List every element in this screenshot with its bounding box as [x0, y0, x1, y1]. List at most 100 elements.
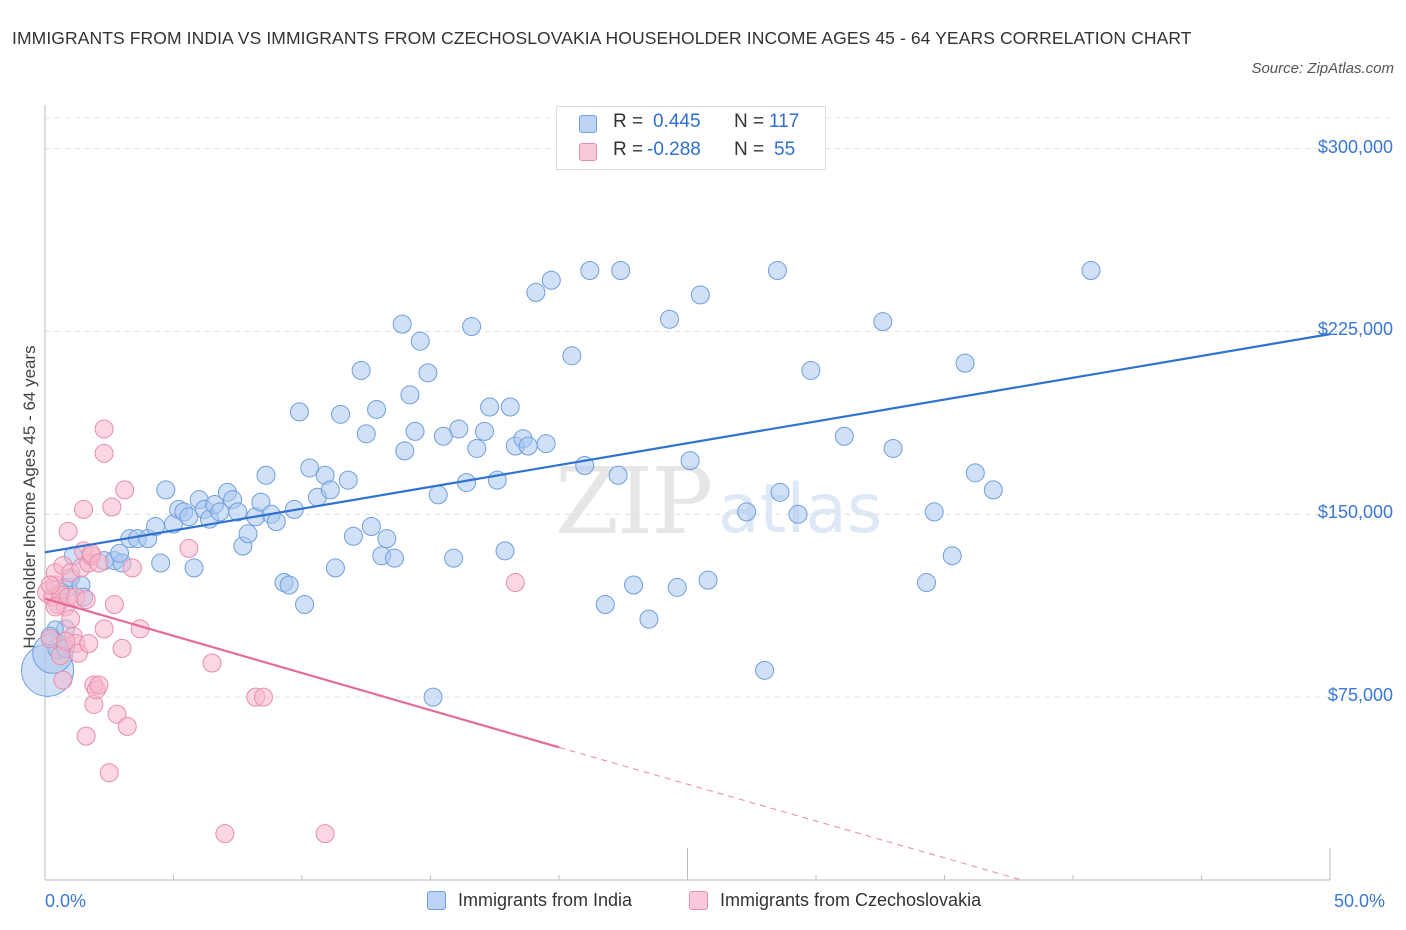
czech-point-51	[40, 575, 60, 595]
india-point-99	[755, 660, 775, 680]
czech-point-36	[104, 594, 124, 614]
india-point-37	[256, 465, 276, 485]
india-point-111	[965, 463, 985, 483]
czech-swatch	[579, 143, 597, 161]
czech-point-9	[53, 670, 73, 690]
india-point-90	[608, 465, 628, 485]
czech-point-41	[122, 558, 142, 578]
india-point-60	[392, 314, 412, 334]
czech-point-39	[115, 480, 135, 500]
india-n-label: N =	[734, 111, 765, 132]
india-point-113	[1081, 260, 1101, 280]
india-point-101	[770, 482, 790, 502]
czech-point-11	[58, 521, 78, 541]
india-point-92	[639, 609, 659, 629]
czech-point-47	[253, 687, 273, 707]
czech-point-49	[505, 573, 525, 593]
czech-r-label: R =	[613, 139, 644, 160]
india-point-70	[449, 419, 469, 439]
india-point-78	[500, 397, 520, 417]
czech-trend-line	[44, 597, 560, 749]
india-point-91	[624, 575, 644, 595]
india-point-68	[433, 426, 453, 446]
india-point-50	[331, 404, 351, 424]
legend-india-swatch	[427, 891, 446, 910]
india-point-32	[228, 502, 248, 522]
india-point-52	[343, 526, 363, 546]
india-point-39	[266, 512, 286, 532]
india-point-44	[295, 594, 315, 614]
india-point-66	[423, 687, 443, 707]
india-point-87	[580, 260, 600, 280]
czech-point-50	[94, 443, 114, 463]
czech-point-48	[315, 824, 335, 844]
india-point-108	[924, 502, 944, 522]
india-point-97	[698, 570, 718, 590]
source-label: Source: ZipAtlas.com	[1251, 60, 1394, 77]
india-r-value: 0.445	[653, 111, 701, 132]
india-point-54	[356, 424, 376, 444]
czech-point-45	[215, 824, 235, 844]
czech-point-13	[61, 609, 81, 629]
india-point-65	[418, 363, 438, 383]
india-point-34	[238, 524, 258, 544]
india-r-label: R =	[613, 111, 644, 132]
czech-point-52	[56, 631, 76, 651]
czech-point-35	[102, 497, 122, 517]
india-point-96	[690, 285, 710, 305]
india-point-102	[788, 504, 808, 524]
y-tick-label: $300,000	[1317, 136, 1393, 157]
india-point-107	[917, 573, 937, 593]
india-point-13	[110, 543, 130, 563]
india-point-75	[480, 397, 500, 417]
india-point-85	[562, 346, 582, 366]
india-point-73	[467, 438, 487, 458]
y-tick-label: $150,000	[1317, 502, 1393, 523]
india-n-value: 117	[769, 111, 800, 132]
czech-point-21	[74, 499, 94, 519]
india-point-56	[367, 399, 387, 419]
india-point-69	[444, 548, 464, 568]
india-point-103	[801, 360, 821, 380]
czech-point-32	[94, 619, 114, 639]
india-point-93	[660, 309, 680, 329]
india-point-77	[495, 541, 515, 561]
czech-r-value: -0.288	[647, 139, 701, 160]
india-point-109	[942, 546, 962, 566]
india-point-45	[300, 458, 320, 478]
india-point-74	[474, 421, 494, 441]
india-point-81	[518, 436, 538, 456]
india-point-51	[338, 470, 358, 490]
czech-trend-extension	[558, 746, 1022, 881]
india-point-89	[611, 260, 631, 280]
india-point-62	[400, 385, 420, 405]
india-point-41	[279, 575, 299, 595]
czech-point-22	[76, 726, 96, 746]
legend-czech-label: Immigrants from Czechoslovakia	[720, 890, 982, 910]
india-point-24	[184, 558, 204, 578]
czech-point-37	[107, 704, 127, 724]
y-tick-label: $75,000	[1327, 685, 1393, 706]
india-point-88	[595, 594, 615, 614]
india-point-61	[395, 441, 415, 461]
india-point-112	[983, 480, 1003, 500]
india-point-98	[737, 502, 757, 522]
czech-point-33	[94, 419, 114, 439]
y-tick-label: $225,000	[1317, 319, 1393, 340]
czech-point-43	[179, 538, 199, 558]
india-point-18	[151, 553, 171, 573]
india-point-19	[156, 480, 176, 500]
czech-point-38	[112, 638, 132, 658]
trend-lines	[44, 333, 1331, 881]
india-swatch	[579, 115, 597, 133]
india-point-83	[536, 434, 556, 454]
czech-n-label: N =	[734, 139, 765, 160]
india-point-58	[377, 529, 397, 549]
india-point-63	[405, 421, 425, 441]
india-point-67	[428, 485, 448, 505]
india-point-59	[385, 548, 405, 568]
axes	[44, 105, 1331, 881]
legend-india-label: Immigrants from India	[458, 890, 633, 910]
india-point-84	[541, 270, 561, 290]
